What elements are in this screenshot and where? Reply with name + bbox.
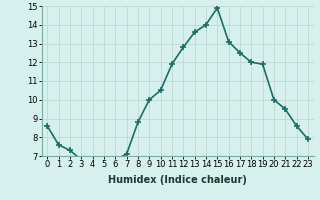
X-axis label: Humidex (Indice chaleur): Humidex (Indice chaleur): [108, 175, 247, 185]
